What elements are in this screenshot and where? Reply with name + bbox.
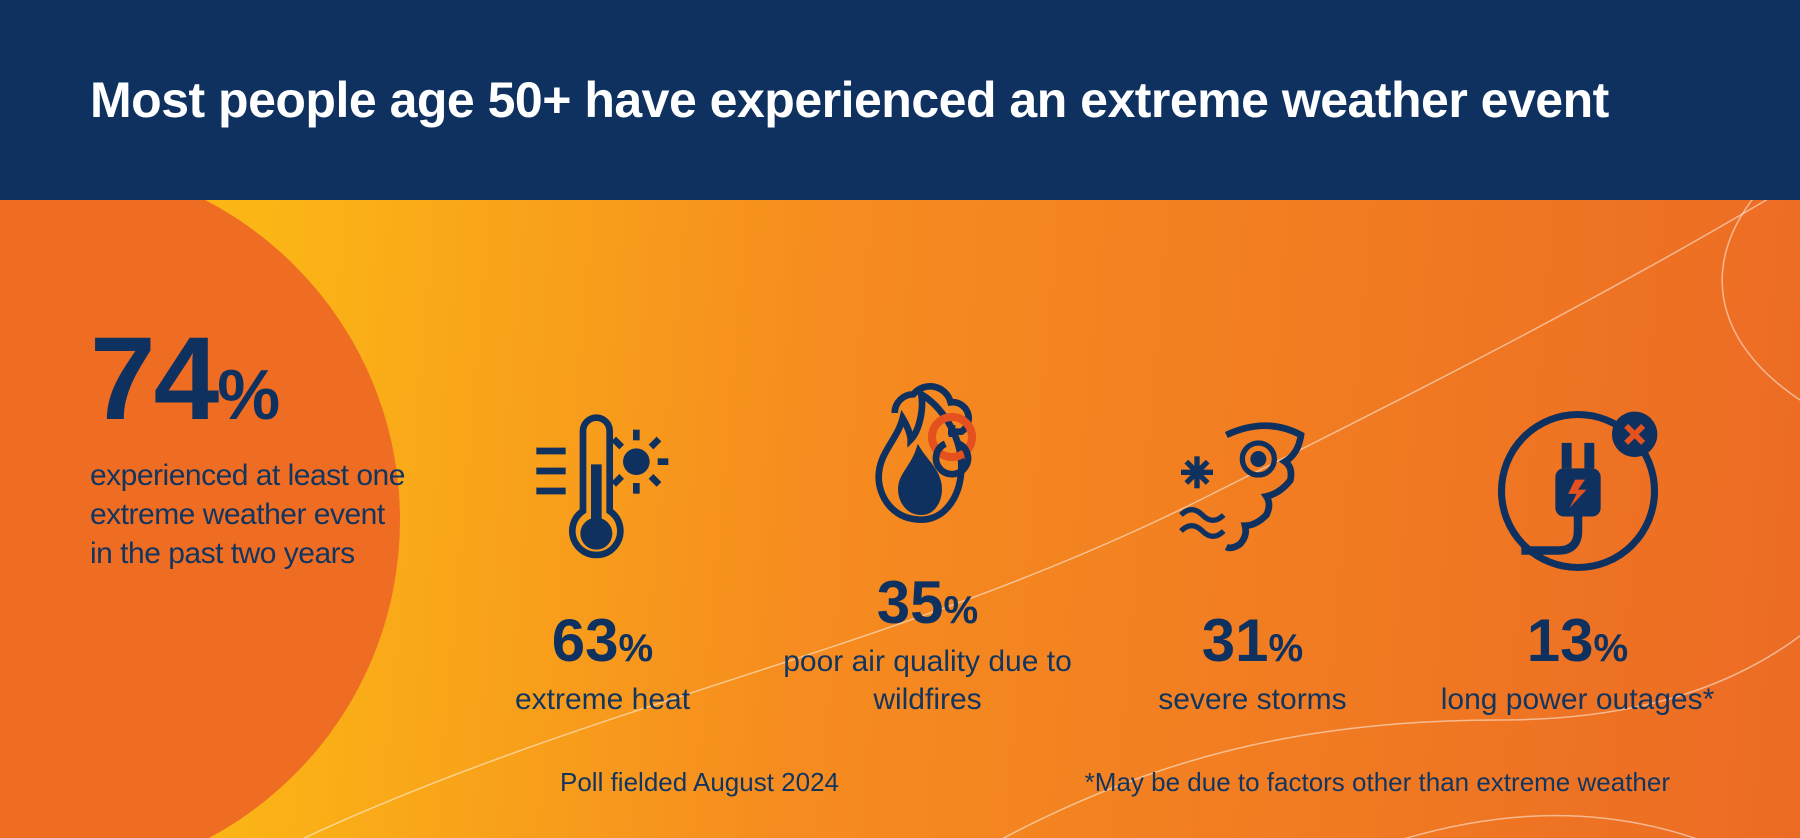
stat-suffix: %: [944, 589, 979, 632]
stat-percent: 13%: [1527, 611, 1628, 671]
headline-stat: 74% experienced at least one extreme wea…: [90, 320, 410, 573]
stat-value: 13: [1527, 607, 1594, 674]
poll-note: Poll fielded August 2024: [560, 767, 839, 798]
power-outage-icon: [1488, 401, 1668, 581]
stat-label: extreme heat: [515, 681, 690, 719]
thermometer-sun-icon: [513, 401, 693, 581]
title: Most people age 50+ have experienced an …: [90, 71, 1609, 129]
stat-label: poor air quality due to wildfires: [778, 643, 1078, 718]
stat-percent: 63%: [552, 611, 653, 671]
weather-infographic: Most people age 50+ have experienced an …: [0, 0, 1800, 838]
storm-icon: [1163, 401, 1343, 581]
stat-label: long power outages*: [1441, 681, 1715, 719]
headline-suffix: %: [217, 356, 278, 435]
footer-notes: Poll fielded August 2024 *May be due to …: [0, 767, 1800, 798]
stat-power-outage: 13% long power outages*: [1428, 401, 1728, 719]
stat-wildfire: 35% poor air quality due to wildfires: [778, 363, 1078, 718]
stat-suffix: %: [619, 627, 654, 670]
stat-suffix: %: [1269, 627, 1304, 670]
headline-percent: 74%: [90, 320, 410, 438]
headline-value: 74: [90, 313, 217, 445]
stat-extreme-heat: 63% extreme heat: [453, 401, 753, 719]
wildfire-icon: [838, 363, 1018, 543]
stat-percent: 35%: [877, 573, 978, 633]
body-area: 74% experienced at least one extreme wea…: [0, 200, 1800, 838]
stats-row: 63% extreme heat: [440, 240, 1740, 718]
header-bar: Most people age 50+ have experienced an …: [0, 0, 1800, 200]
headline-description: experienced at least one extreme weather…: [90, 456, 410, 573]
stat-value: 35: [877, 569, 944, 636]
stat-severe-storms: 31% severe storms: [1103, 401, 1403, 719]
stat-suffix: %: [1594, 627, 1629, 670]
stat-value: 63: [552, 607, 619, 674]
stat-label: severe storms: [1158, 681, 1346, 719]
stat-value: 31: [1202, 607, 1269, 674]
asterisk-note: *May be due to factors other than extrem…: [1085, 767, 1670, 798]
stat-percent: 31%: [1202, 611, 1303, 671]
